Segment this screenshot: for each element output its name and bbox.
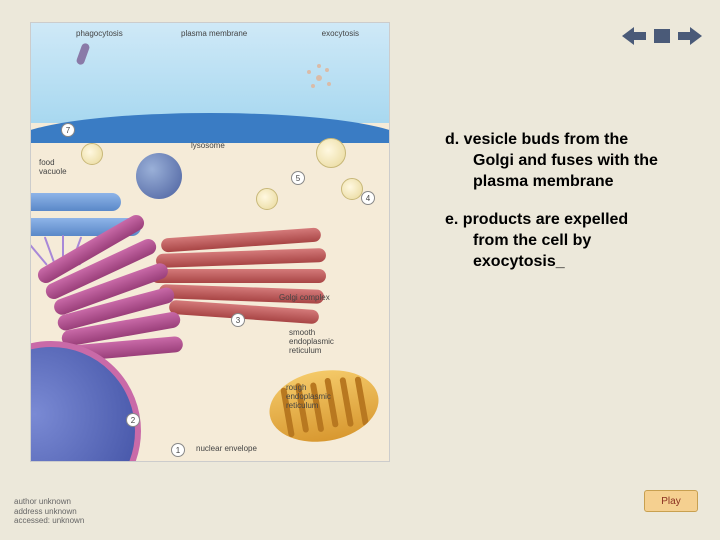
- bullet-d-l1: vesicle buds from the: [464, 131, 629, 148]
- play-button[interactable]: Play: [644, 490, 698, 512]
- label-golgi: Golgi complex: [279, 293, 330, 302]
- credits: author unknown address unknown accessed:…: [14, 497, 84, 526]
- bullet-d-l3: plasma membrane: [445, 172, 695, 193]
- bullet-e-l2: from the cell by: [445, 231, 695, 252]
- label-phagocytosis: phagocytosis: [76, 29, 123, 38]
- bullet-d-prefix: d.: [445, 131, 464, 148]
- label-lysosome: lysosome: [191, 141, 225, 150]
- credit-address: address unknown: [14, 507, 84, 517]
- label-plasma-membrane: plasma membrane: [181, 29, 247, 38]
- bullet-e-l1: products are expelled: [463, 211, 628, 228]
- nav-stop-icon[interactable]: [650, 26, 674, 46]
- nav-arrows: [622, 26, 702, 46]
- bullet-e: e. products are expelled from the cell b…: [445, 210, 695, 272]
- label-exocytosis: exocytosis: [322, 29, 359, 38]
- bullet-e-l3: exocytosis_: [445, 252, 695, 273]
- text-content: d. vesicle buds from the Golgi and fuses…: [445, 130, 695, 291]
- bullet-d: d. vesicle buds from the Golgi and fuses…: [445, 130, 695, 192]
- nav-back-icon[interactable]: [622, 26, 646, 46]
- nav-forward-icon[interactable]: [678, 26, 702, 46]
- credit-accessed: accessed: unknown: [14, 516, 84, 526]
- label-nuclear-envelope: nuclear envelope: [196, 444, 257, 453]
- play-label: Play: [661, 496, 680, 507]
- bullet-e-prefix: e.: [445, 211, 463, 228]
- cell-diagram: phagocytosis plasma membrane exocytosis …: [30, 22, 390, 462]
- credit-author: author unknown: [14, 497, 84, 507]
- bullet-d-l2: Golgi and fuses with the: [445, 151, 695, 172]
- label-rough-er: rough endoplasmic reticulum: [286, 383, 331, 410]
- label-food-vacuole: food vacuole: [39, 158, 67, 176]
- label-smooth-er: smooth endoplasmic reticulum: [289, 328, 334, 355]
